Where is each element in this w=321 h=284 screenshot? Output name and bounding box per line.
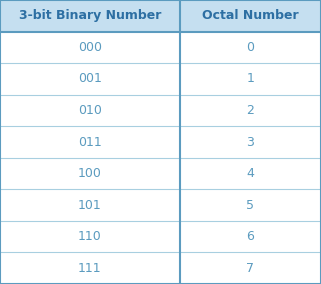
Text: 100: 100 — [78, 167, 102, 180]
Text: 3: 3 — [247, 135, 254, 149]
Text: 011: 011 — [78, 135, 102, 149]
Text: 2: 2 — [247, 104, 254, 117]
Text: 7: 7 — [247, 262, 254, 275]
Text: 111: 111 — [78, 262, 102, 275]
Text: Octal Number: Octal Number — [202, 9, 299, 22]
Text: 4: 4 — [247, 167, 254, 180]
Text: 0: 0 — [247, 41, 254, 54]
Bar — [0, 0, 321, 32]
Text: 1: 1 — [247, 72, 254, 85]
Text: 010: 010 — [78, 104, 102, 117]
Text: 6: 6 — [247, 230, 254, 243]
Text: 000: 000 — [78, 41, 102, 54]
Text: 110: 110 — [78, 230, 102, 243]
Text: 001: 001 — [78, 72, 102, 85]
Text: 3-bit Binary Number: 3-bit Binary Number — [19, 9, 161, 22]
Text: 5: 5 — [247, 199, 254, 212]
Text: 101: 101 — [78, 199, 102, 212]
